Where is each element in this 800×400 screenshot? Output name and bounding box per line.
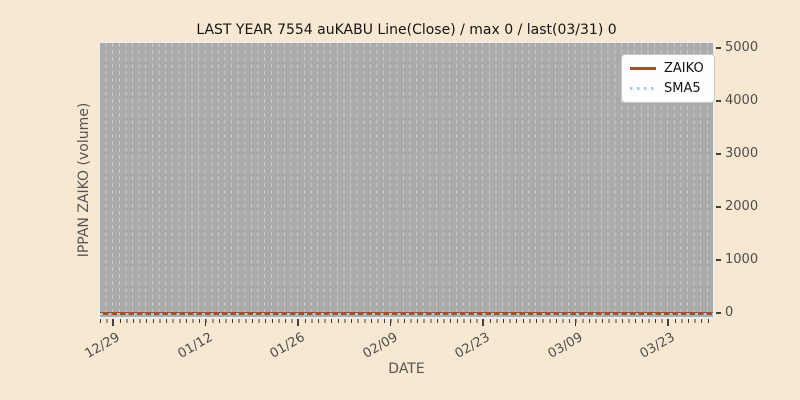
gridlines — [100, 43, 713, 317]
y-tick-mark — [716, 206, 721, 208]
legend-label: ZAIKO — [664, 61, 704, 76]
x-tick-mark — [112, 319, 114, 326]
y-tick-mark — [716, 312, 721, 314]
chart-title: LAST YEAR 7554 auKABU Line(Close) / max … — [196, 22, 617, 38]
y-tick-mark — [716, 153, 721, 155]
legend-item-zaiko: ZAIKO — [630, 61, 706, 76]
sma5-series-line — [100, 312, 713, 315]
solid-line-icon — [630, 67, 656, 70]
y-tick-label: 0 — [725, 305, 734, 320]
x-axis-label: DATE — [388, 361, 425, 377]
x-tick-mark — [204, 319, 207, 326]
y-tick-mark — [716, 100, 721, 102]
x-axis-minor-ticks — [100, 319, 714, 323]
y-tick-mark — [716, 47, 721, 49]
x-tick-mark — [667, 319, 669, 326]
y-tick-mark — [716, 259, 721, 261]
x-tick-mark — [297, 319, 299, 326]
y-tick-label: 3000 — [725, 146, 759, 161]
dotted-line-icon — [630, 87, 656, 90]
x-tick-mark — [389, 319, 392, 326]
legend: ZAIKO SMA5 — [621, 54, 715, 103]
y-tick-label: 1000 — [725, 252, 759, 267]
y-tick-label: 4000 — [725, 93, 759, 108]
y-tick-label: 2000 — [725, 199, 759, 214]
y-tick-label: 5000 — [725, 40, 759, 55]
legend-item-sma5: SMA5 — [630, 81, 706, 96]
legend-label: SMA5 — [664, 81, 701, 96]
x-tick-mark — [574, 319, 577, 326]
y-axis-label: IPPAN ZAIKO (volume) — [76, 102, 92, 258]
x-tick-mark — [482, 319, 484, 326]
plot-area — [98, 41, 715, 319]
